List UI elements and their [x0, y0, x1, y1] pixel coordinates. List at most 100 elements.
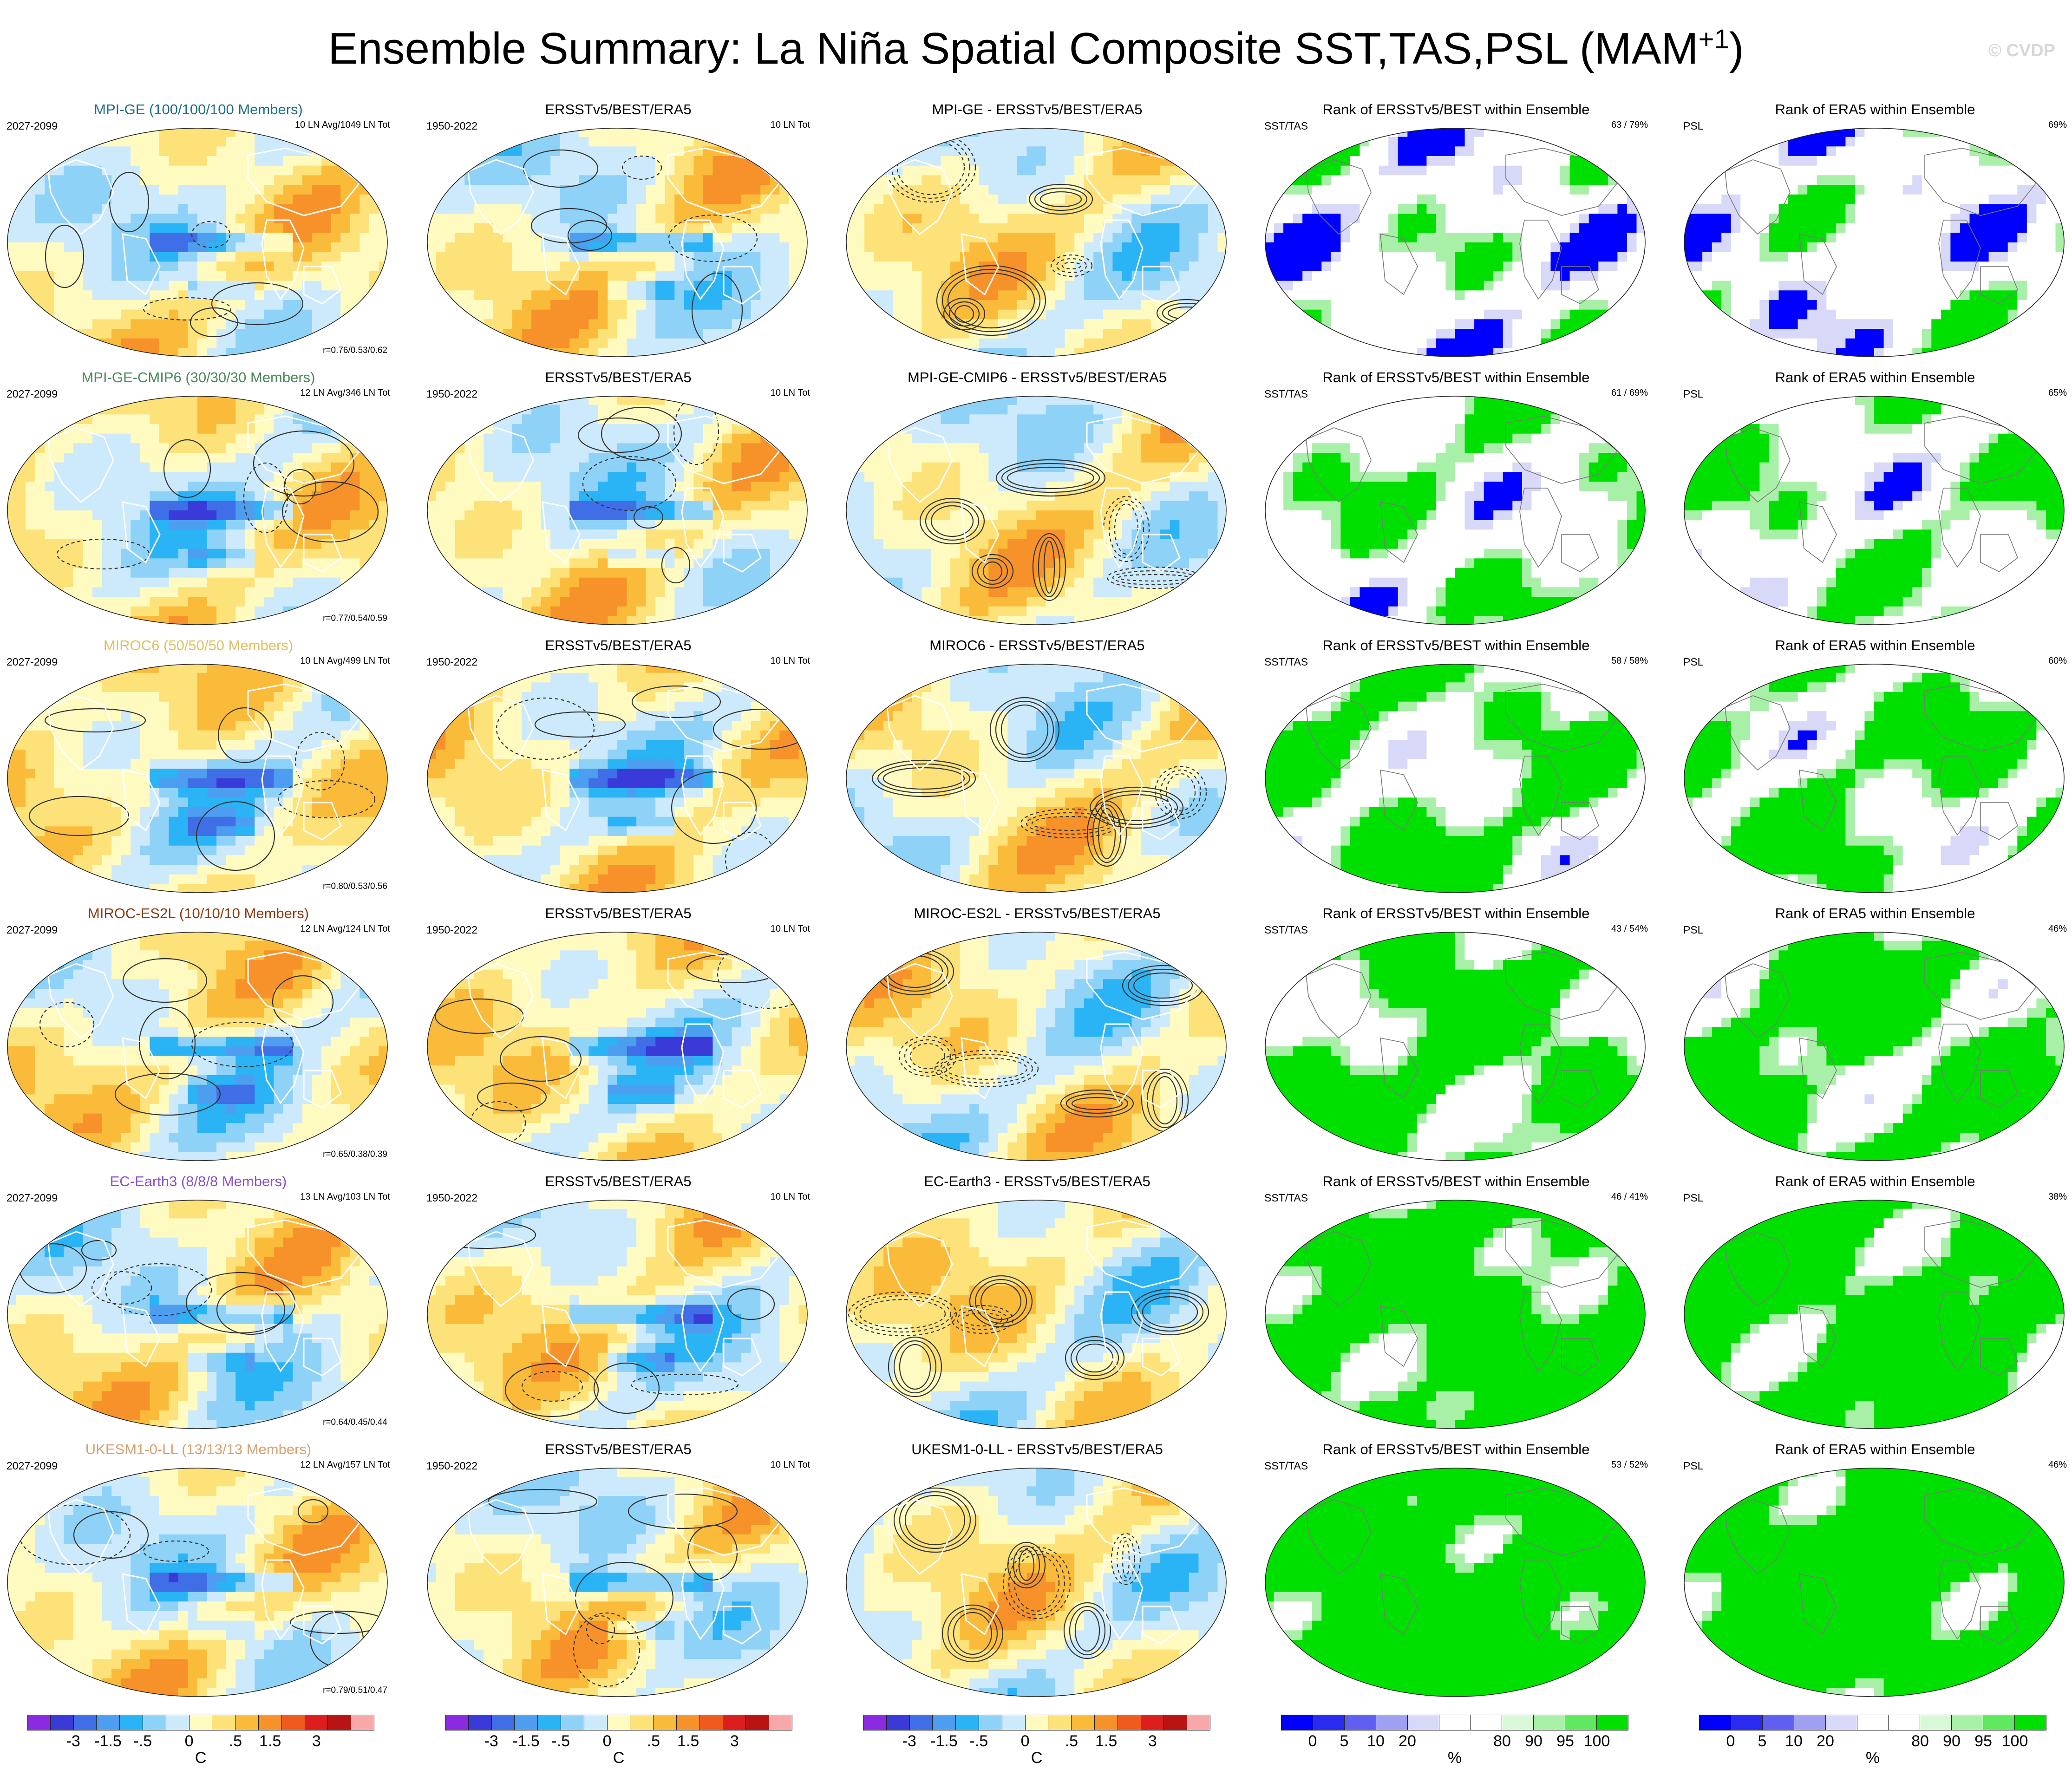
rank-map [1684, 664, 2065, 893]
panel-period-label: PSL [1683, 120, 1703, 132]
map-panel: MIROC6 - ERSSTv5/BEST/ERA5 [845, 637, 1229, 894]
panel-title: ERSSTv5/BEST/ERA5 [426, 101, 810, 118]
panel-period-label: 2027-2099 [7, 656, 58, 668]
panel-count-label: 10 LN Tot [771, 120, 810, 131]
panel-period-label: 2027-2099 [7, 1460, 58, 1472]
panel-count-label: 61 / 69% [1611, 388, 1648, 398]
colorbar-tick-label: 95 [1556, 1732, 1574, 1750]
map-panel: MIROC-ES2L (10/10/10 Members) 2027-2099 12… [7, 905, 390, 1162]
colorbar-swatch [863, 1715, 887, 1730]
rank-colorbar: 0 5 10 20 80 90 95 100% [1281, 1715, 1628, 1767]
map-panel: Rank of ERA5 within Ensemble PSL 46% [1683, 1441, 2067, 1698]
colorbar-swatch [769, 1715, 792, 1730]
composite-map [7, 396, 388, 625]
colorbar-swatch [27, 1715, 51, 1730]
colorbar-swatch [1952, 1715, 1984, 1730]
colorbar-swatch [1857, 1715, 1889, 1730]
composite-map [427, 1468, 808, 1697]
colorbar-swatch [1072, 1715, 1095, 1730]
panel-count-label: 43 / 54% [1611, 924, 1648, 934]
panel-title: Rank of ERA5 within Ensemble [1683, 101, 2067, 118]
colorbar-tick-label: 100 [2002, 1732, 2028, 1750]
colorbar-swatch [630, 1715, 654, 1730]
colorbar-swatch [723, 1715, 746, 1730]
panel-count-label: 10 LN Tot [771, 1460, 810, 1470]
composite-map [7, 664, 388, 893]
map-panel: MPI-GE - ERSSTv5/BEST/ERA5 [845, 101, 1229, 358]
panel-title: ERSSTv5/BEST/ERA5 [426, 905, 810, 922]
colorbar-tick-label: -.5 [551, 1732, 570, 1750]
panel-count-label: 58 / 58% [1611, 656, 1648, 666]
composite-map [427, 932, 808, 1161]
panel-title: Rank of ERSSTv5/BEST within Ensemble [1264, 1173, 1648, 1190]
colorbar-swatch [1164, 1715, 1188, 1730]
rank-map [1684, 932, 2065, 1161]
cvdp-watermark: © CVDP [1988, 41, 2055, 61]
colorbar-tick-label: -3 [484, 1732, 498, 1750]
rank-map [1265, 1200, 1646, 1429]
colorbar-unit: C [863, 1749, 1210, 1767]
panel-count-label: 12 LN Avg/124 LN Tot [300, 924, 390, 934]
composite-map [7, 128, 388, 357]
rank-map [1265, 396, 1646, 625]
map-panel: MPI-GE (100/100/100 Members) 2027-2099 10 … [7, 101, 390, 358]
panel-count-label: 10 LN Tot [771, 1192, 810, 1202]
colorbar-swatch [1983, 1715, 2015, 1730]
colorbar-swatch [143, 1715, 166, 1730]
colorbar-tick-label: 95 [1974, 1732, 1992, 1750]
colorbar-tick-label: 1.5 [259, 1732, 281, 1750]
panel-title: ERSSTv5/BEST/ERA5 [426, 637, 810, 654]
panel-title: ERSSTv5/BEST/ERA5 [426, 1173, 810, 1190]
colorbar-tick-label: 0 [1726, 1732, 1735, 1750]
colorbar-swatch [956, 1715, 979, 1730]
panel-period-label: 1950-2022 [426, 924, 477, 936]
map-panel: Rank of ERSSTv5/BEST within Ensemble SST/… [1264, 905, 1648, 1162]
colorbar-unit: C [445, 1749, 792, 1767]
colorbar-swatch [258, 1715, 282, 1730]
colorbar-swatch [561, 1715, 584, 1730]
panel-title: EC-Earth3 (8/8/8 Members) [7, 1173, 390, 1190]
colorbar-tick-label: 0 [1308, 1732, 1317, 1750]
map-panel: Rank of ERSSTv5/BEST within Ensemble SST/… [1264, 101, 1648, 358]
colorbar-swatch [491, 1715, 515, 1730]
panel-period-label: PSL [1683, 1460, 1703, 1472]
colorbar-swatch [1439, 1715, 1471, 1730]
pattern-correlation: r=0.79/0.51/0.47 [323, 1685, 387, 1696]
map-panel: MPI-GE-CMIP6 - ERSSTv5/BEST/ERA5 [845, 369, 1229, 626]
panel-title: UKESM1-0-LL - ERSSTv5/BEST/ERA5 [845, 1441, 1229, 1458]
panel-count-label: 65% [2048, 388, 2067, 398]
panel-period-label: 1950-2022 [426, 388, 477, 400]
composite-map [846, 396, 1227, 625]
rank-map [1265, 1468, 1646, 1697]
map-panel: ERSSTv5/BEST/ERA5 1950-2022 10 LN Tot [426, 1441, 810, 1698]
panel-title: MIROC-ES2L - ERSSTv5/BEST/ERA5 [845, 905, 1229, 922]
pattern-correlation: r=0.64/0.45/0.44 [323, 1417, 387, 1428]
colorbar-tick-label: -.5 [133, 1732, 152, 1750]
colorbar-swatch [2015, 1715, 2046, 1730]
colorbar-swatch [1794, 1715, 1826, 1730]
colorbar-tick-label: .5 [647, 1732, 660, 1750]
panel-period-label: SST/TAS [1264, 1192, 1308, 1204]
colorbar-swatch [1002, 1715, 1026, 1730]
pattern-correlation: r=0.80/0.53/0.56 [323, 881, 387, 892]
colorbar-swatch [1565, 1715, 1597, 1730]
colorbar-swatch [676, 1715, 700, 1730]
colorbar-tick-label: 80 [1911, 1732, 1929, 1750]
colorbar-tick-label: -1.5 [930, 1732, 958, 1750]
colorbar-tick-label: 1.5 [1095, 1732, 1117, 1750]
colorbar-swatch [50, 1715, 74, 1730]
colorbar-swatch [584, 1715, 608, 1730]
panel-title: Rank of ERA5 within Ensemble [1683, 1173, 2067, 1190]
map-panel: Rank of ERSSTv5/BEST within Ensemble SST/… [1264, 369, 1648, 626]
map-panel: Rank of ERSSTv5/BEST within Ensemble SST/… [1264, 1441, 1648, 1698]
colorbar-swatch [886, 1715, 910, 1730]
panel-count-label: 10 LN Avg/1049 LN Tot [295, 120, 390, 131]
panel-count-label: 13 LN Avg/103 LN Tot [300, 1192, 390, 1202]
panel-title: Rank of ERA5 within Ensemble [1683, 1441, 2067, 1458]
panel-title: Rank of ERSSTv5/BEST within Ensemble [1264, 905, 1648, 922]
colorbar-swatch [212, 1715, 236, 1730]
colorbar-swatch [120, 1715, 143, 1730]
panel-count-label: 10 LN Tot [771, 924, 810, 934]
composite-map [7, 932, 388, 1161]
colorbar-swatch [1471, 1715, 1503, 1730]
